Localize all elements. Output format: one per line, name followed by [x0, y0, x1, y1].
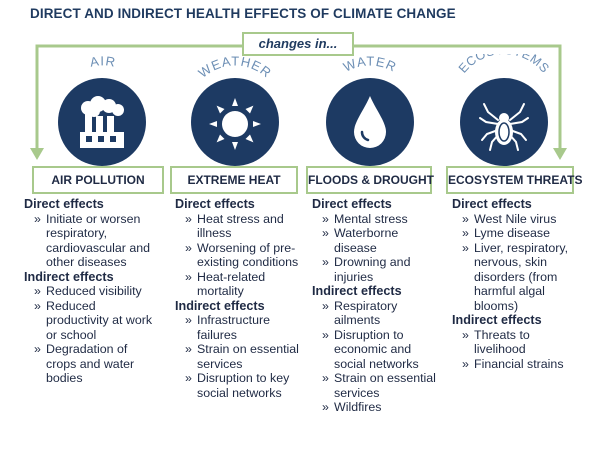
list-item: Mental stress: [312, 212, 440, 227]
list-item: Reduced productivity at work or school: [24, 299, 160, 343]
list-item: Disruption to economic and social networ…: [312, 328, 440, 372]
indirect-effects-heading: Indirect effects: [312, 284, 402, 298]
changes-in-box: changes in...: [242, 32, 354, 56]
list-item: Heat-related mortality: [175, 270, 305, 299]
list-item: Reduced visibility: [24, 284, 160, 299]
indirect-effects-heading: Indirect effects: [452, 313, 542, 327]
list-item: Liver, respiratory, nervous, skin disord…: [452, 241, 582, 314]
direct-effects-heading: Direct effects: [24, 197, 104, 211]
list-item: Heat stress and illness: [175, 212, 305, 241]
list-item: Infrastructure failures: [175, 313, 305, 342]
list-item: Worsening of pre-existing conditions: [175, 241, 305, 270]
list-item: Drowning and injuries: [312, 255, 440, 284]
arc-label-weather: WEATHER: [196, 56, 274, 81]
outcome-extreme-heat: EXTREME HEAT: [170, 166, 298, 194]
indirect-effects-heading: Indirect effects: [24, 269, 114, 284]
connector-lines: [30, 44, 567, 160]
list-item: Disruption to key social networks: [175, 371, 305, 400]
arc-label-ecosystems: ECOSYSTEMS: [456, 54, 552, 76]
list-item: Initiate or worsen respiratory, cardiova…: [24, 212, 160, 270]
outcome-floods-drought: FLOODS & DROUGHT: [306, 166, 434, 194]
effects-weather: Direct effects Heat stress and illness W…: [175, 197, 305, 400]
indirect-effects-heading: Indirect effects: [175, 298, 265, 313]
svg-text:AIR: AIR: [89, 56, 117, 70]
list-item: Lyme disease: [452, 226, 582, 241]
list-item: Strain on essential services: [312, 371, 440, 400]
list-item: Degradation of crops and water bodies: [24, 342, 160, 386]
list-item: Threats to livelihood: [452, 328, 582, 357]
list-item: West Nile virus: [452, 212, 582, 227]
outcome-air-pollution: AIR POLLUTION: [32, 166, 164, 194]
list-item: Financial strains: [452, 357, 582, 372]
list-item: Respiratory ailments: [312, 299, 440, 328]
list-item: Wildfires: [312, 400, 440, 415]
arc-label-air: AIR: [89, 56, 117, 70]
arc-label-water: WATER: [341, 56, 399, 75]
effects-water: Direct effects Mental stress Waterborne …: [312, 197, 440, 415]
sun-icon: [191, 78, 279, 166]
list-item: Waterborne disease: [312, 226, 440, 255]
direct-effects-heading: Direct effects: [312, 197, 392, 211]
diagram-title: DIRECT AND INDIRECT HEALTH EFFECTS OF CL…: [30, 6, 456, 21]
direct-effects-heading: Direct effects: [452, 197, 532, 211]
effects-ecosystems: Direct effects West Nile virus Lyme dise…: [452, 197, 582, 371]
effects-air: Direct effects Initiate or worsen respir…: [24, 197, 160, 386]
water-drop-icon: [326, 78, 414, 166]
svg-text:ECOSYSTEMS: ECOSYSTEMS: [456, 54, 552, 76]
svg-text:WATER: WATER: [341, 56, 399, 75]
tick-icon: [460, 78, 548, 166]
list-item: Strain on essential services: [175, 342, 305, 371]
factory-icon: [58, 78, 146, 166]
direct-effects-heading: Direct effects: [175, 197, 255, 211]
outcome-ecosystem-threats: ECOSYSTEM THREATS: [446, 166, 582, 194]
